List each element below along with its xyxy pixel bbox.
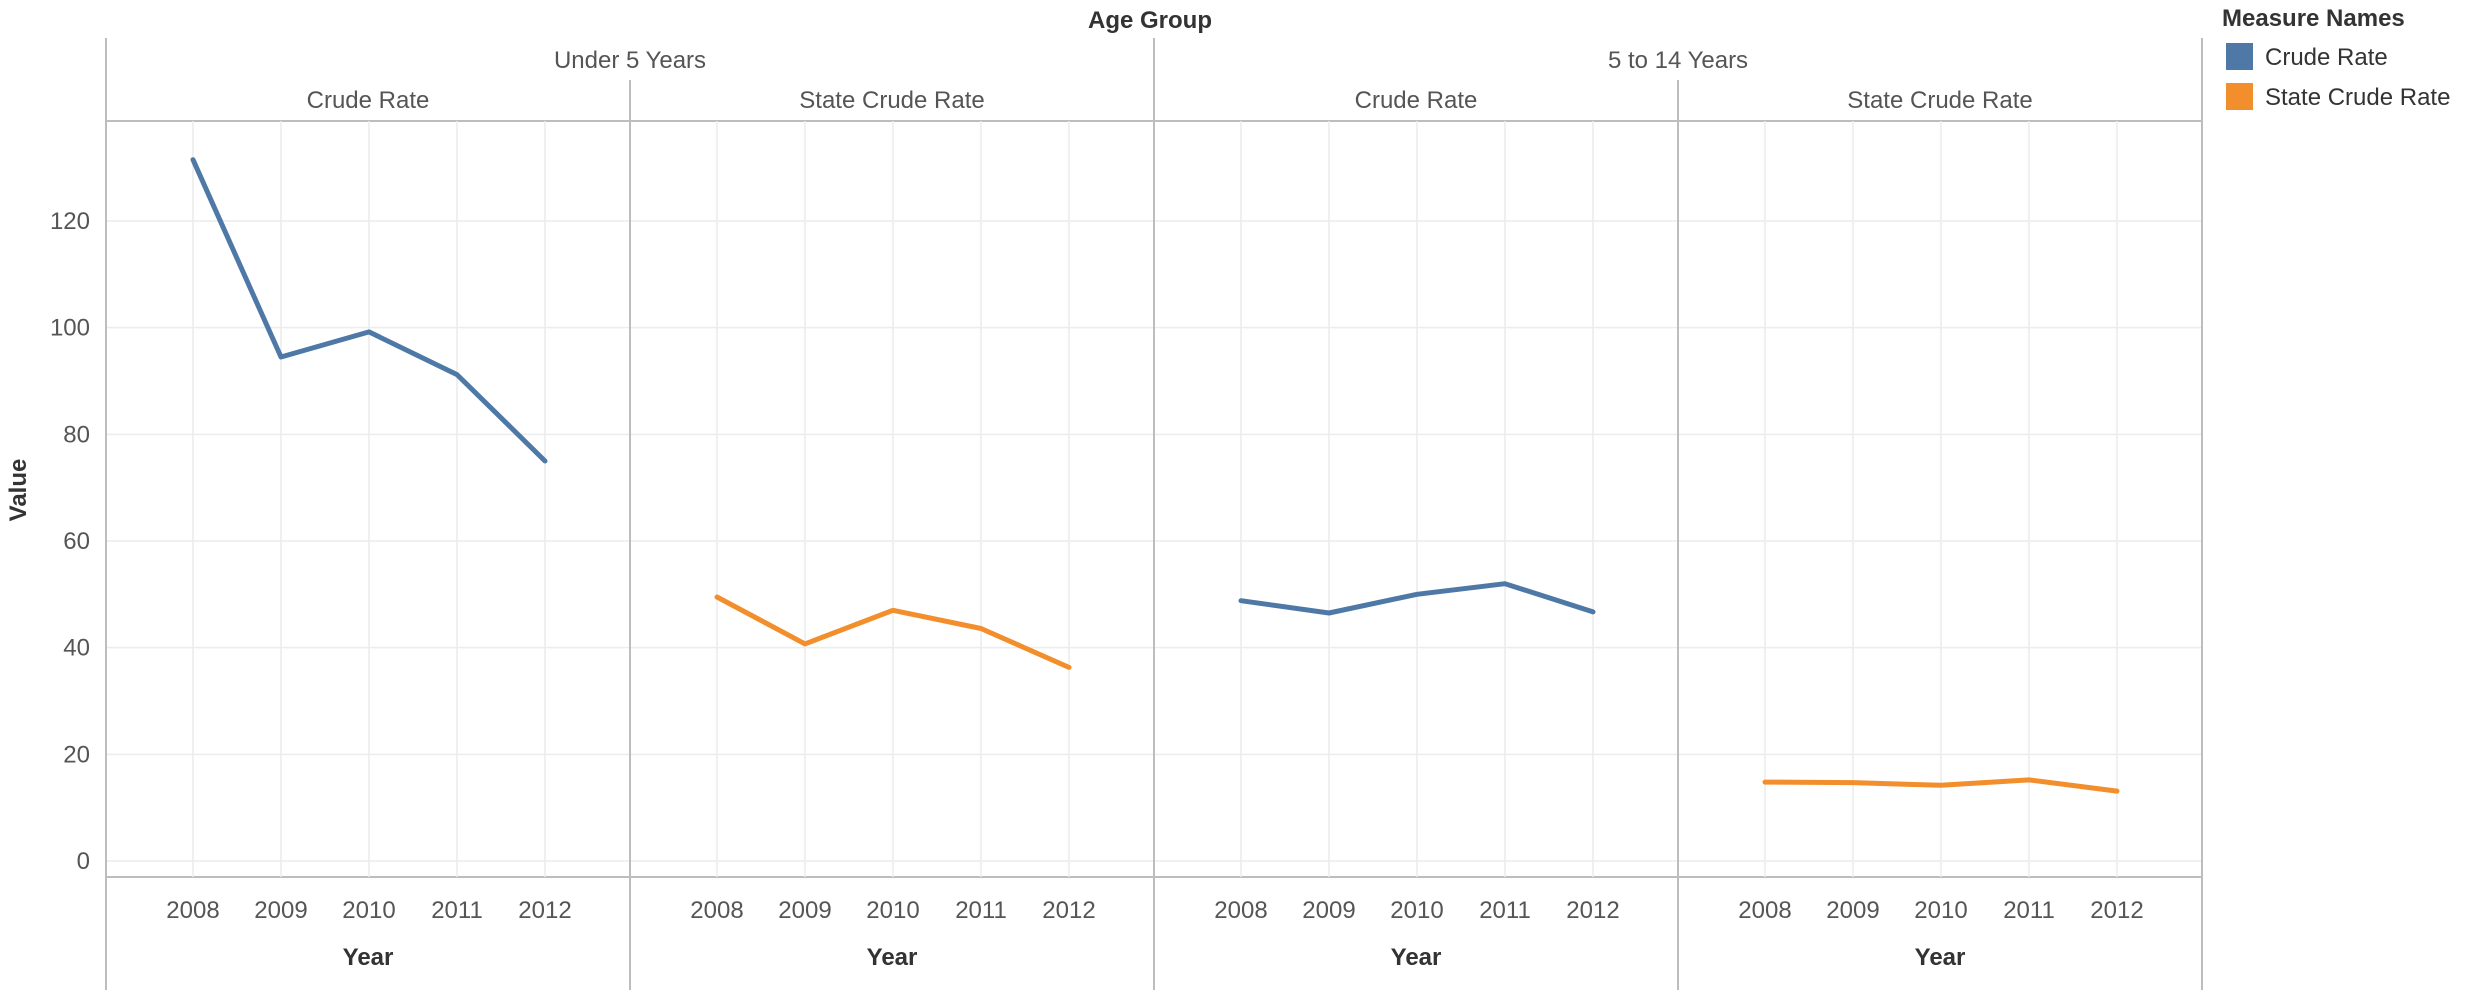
x-tick-label: 2012 <box>2090 897 2143 924</box>
legend-label-crude-rate: Crude Rate <box>2265 44 2388 71</box>
y-tick-label: 80 <box>63 421 90 448</box>
panel-measure-header: State Crude Rate <box>1847 87 2032 114</box>
x-tick-label: 2009 <box>1826 897 1879 924</box>
y-tick-label: 20 <box>63 741 90 768</box>
x-tick-label: 2008 <box>166 897 219 924</box>
x-tick-label: 2009 <box>254 897 307 924</box>
y-axis-title: Value <box>5 459 32 522</box>
x-axis-title: Year <box>1391 944 1442 971</box>
x-tick-label: 2009 <box>778 897 831 924</box>
x-tick-label: 2012 <box>518 897 571 924</box>
panel-measure-header: Crude Rate <box>307 87 430 114</box>
x-tick-label: 2011 <box>431 897 483 924</box>
series-line-crude-rate <box>1238 581 1596 616</box>
x-axis-title: Year <box>867 944 918 971</box>
x-tick-label: 2008 <box>690 897 743 924</box>
x-tick-label: 2010 <box>1390 897 1443 924</box>
legend: Measure Names Crude Rate State Crude Rat… <box>2222 5 2450 111</box>
y-tick-label: 0 <box>77 848 90 875</box>
legend-swatch-crude-rate <box>2226 43 2253 70</box>
y-tick-label: 40 <box>63 635 90 662</box>
y-tick-label: 120 <box>50 208 90 235</box>
x-tick-label: 2010 <box>866 897 919 924</box>
legend-swatch-state-crude-rate <box>2226 83 2253 110</box>
x-axis-title: Year <box>343 944 394 971</box>
x-tick-label: 2010 <box>1914 897 1967 924</box>
y-tick-label: 100 <box>50 315 90 342</box>
series-line-crude-rate <box>190 157 548 464</box>
x-tick-label: 2012 <box>1566 897 1619 924</box>
panel-measure-header: Crude Rate <box>1355 87 1478 114</box>
panel-measure-header: State Crude Rate <box>799 87 984 114</box>
series-line-state-crude-rate <box>1762 777 2120 794</box>
x-tick-label: 2008 <box>1214 897 1267 924</box>
y-tick-label: 60 <box>63 528 90 555</box>
legend-title: Measure Names <box>2222 5 2405 32</box>
group-header-label: Under 5 Years <box>554 47 706 74</box>
x-tick-label: 2010 <box>342 897 395 924</box>
x-tick-label: 2008 <box>1738 897 1791 924</box>
x-tick-label: 2011 <box>1479 897 1531 924</box>
x-tick-label: 2011 <box>2003 897 2055 924</box>
x-tick-label: 2012 <box>1042 897 1095 924</box>
column-header-title: Age Group <box>1088 7 1212 34</box>
x-tick-label: 2009 <box>1302 897 1355 924</box>
plot-area: 0 20 40 60 80 100 120 Under 5 Years 5 to 14 Year… <box>50 38 2203 990</box>
x-tick-label: 2011 <box>955 897 1007 924</box>
group-header-label: 5 to 14 Years <box>1608 47 1748 74</box>
series-line-state-crude-rate <box>714 594 1072 670</box>
x-axis-title: Year <box>1915 944 1966 971</box>
legend-label-state-crude-rate: State Crude Rate <box>2265 84 2450 111</box>
